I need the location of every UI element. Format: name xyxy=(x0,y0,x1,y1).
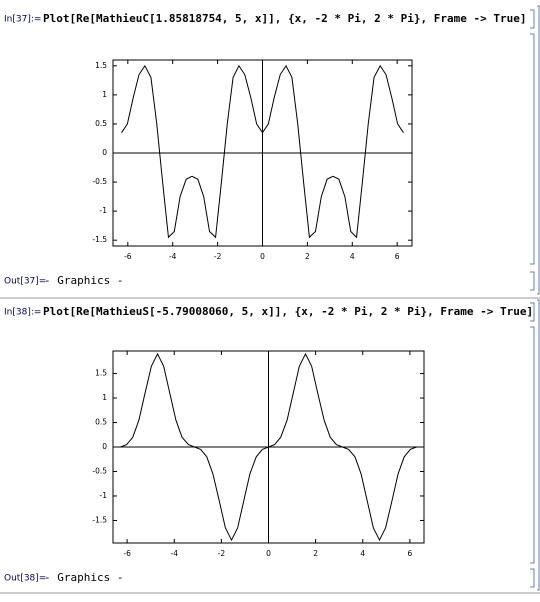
cell-bracket[interactable] xyxy=(530,568,535,588)
out-label: Out[38]= xyxy=(4,574,46,584)
in-label: In[37]:= xyxy=(4,15,41,25)
y-tick-label: 0 xyxy=(102,442,107,451)
x-tick-label: 2 xyxy=(313,549,318,558)
x-tick-label: 6 xyxy=(395,252,400,261)
curve xyxy=(121,64,404,239)
y-tick-label: -1 xyxy=(100,491,108,500)
x-tick-label: 0 xyxy=(260,252,265,261)
cell-bracket[interactable] xyxy=(530,326,535,564)
x-tick-label: 0 xyxy=(266,549,271,558)
cell-bracket[interactable] xyxy=(530,9,535,29)
y-tick-label: 0.5 xyxy=(95,119,107,128)
input-code[interactable]: Plot[Re[MathieuS[-5.79008060, 5, x]], {x… xyxy=(43,305,533,318)
y-tick-label: -1 xyxy=(100,206,108,215)
y-tick-label: 0.5 xyxy=(95,418,107,427)
group-bracket[interactable] xyxy=(537,299,540,591)
y-tick-label: 1.5 xyxy=(95,61,107,70)
y-tick-label: 1 xyxy=(102,393,107,402)
group-bracket[interactable] xyxy=(537,5,540,295)
y-tick-label: 1 xyxy=(102,90,107,99)
y-tick-label: -1.5 xyxy=(92,515,107,524)
output: - Graphics - xyxy=(44,274,123,287)
y-tick-label: 1.5 xyxy=(95,369,107,378)
x-tick-label: -2 xyxy=(214,252,222,261)
out-label: Out[37]= xyxy=(4,277,46,287)
x-tick-label: 4 xyxy=(360,549,365,558)
cell-bracket[interactable] xyxy=(530,271,535,291)
x-tick-label: 2 xyxy=(305,252,310,261)
x-tick-label: 6 xyxy=(407,549,412,558)
output: - Graphics - xyxy=(44,571,123,584)
x-tick-label: -4 xyxy=(171,549,179,558)
input-code[interactable]: Plot[Re[MathieuC[1.85818754, 5, x]], {x,… xyxy=(43,12,526,25)
x-tick-label: 4 xyxy=(350,252,355,261)
x-tick-label: -6 xyxy=(124,252,132,261)
in-label: In[38]:= xyxy=(4,308,41,318)
cell-bracket[interactable] xyxy=(530,33,535,265)
curve xyxy=(120,352,417,542)
x-tick-label: -2 xyxy=(218,549,226,558)
x-tick-label: -6 xyxy=(123,549,131,558)
y-tick-label: -0.5 xyxy=(92,177,107,186)
x-tick-label: -4 xyxy=(169,252,177,261)
cell-bracket[interactable] xyxy=(530,302,535,322)
y-tick-label: -1.5 xyxy=(92,235,107,244)
y-tick-label: -0.5 xyxy=(92,466,107,475)
y-tick-label: 0 xyxy=(102,148,107,157)
